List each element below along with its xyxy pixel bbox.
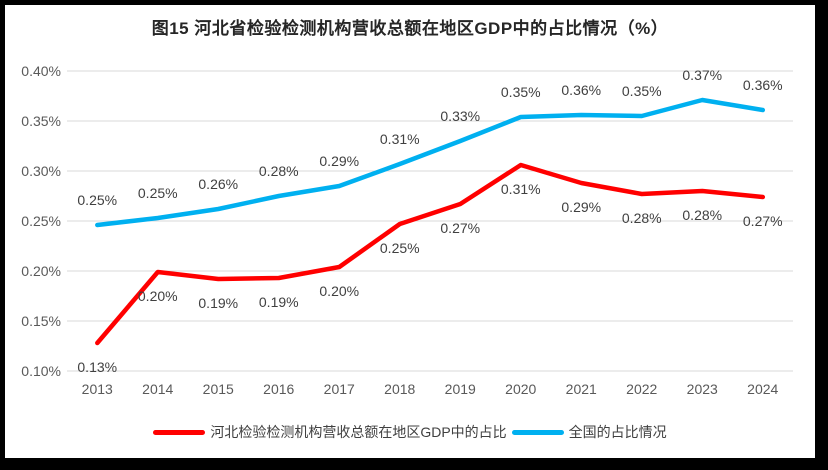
data-label-series-1: 0.37% bbox=[682, 67, 722, 83]
data-label-series-0: 0.20% bbox=[138, 288, 178, 304]
data-label-series-0: 0.19% bbox=[259, 294, 299, 310]
data-label-series-0: 0.25% bbox=[380, 240, 420, 256]
y-axis-tick-label: 0.35% bbox=[21, 113, 61, 129]
x-axis-tick-label: 2015 bbox=[203, 381, 234, 397]
data-label-series-0: 0.27% bbox=[743, 213, 783, 229]
y-axis-tick-label: 0.40% bbox=[21, 63, 61, 79]
data-label-series-0: 0.31% bbox=[501, 181, 541, 197]
y-axis-tick-label: 0.15% bbox=[21, 313, 61, 329]
chart-canvas: 图15 河北省检验检测机构营收总额在地区GDP中的占比情况（%） 0.40% 0.… bbox=[5, 5, 815, 458]
x-axis-tick-label: 2021 bbox=[566, 381, 597, 397]
data-label-series-0: 0.20% bbox=[319, 283, 359, 299]
y-axis-tick-label: 0.20% bbox=[21, 263, 61, 279]
series-line-0 bbox=[95, 162, 766, 346]
data-label-series-0: 0.28% bbox=[622, 210, 662, 226]
data-label-series-1: 0.31% bbox=[380, 131, 420, 147]
legend-item-hebei: 河北检验检测机构营收总额在地区GDP中的占比 bbox=[153, 422, 507, 442]
data-label-series-1: 0.28% bbox=[259, 163, 299, 179]
y-axis-tick-label: 0.10% bbox=[21, 363, 61, 379]
y-axis-tick-label: 0.30% bbox=[21, 163, 61, 179]
chart-title: 图15 河北省检验检测机构营收总额在地区GDP中的占比情况（%） bbox=[151, 19, 669, 38]
legend-label-hebei: 河北检验检测机构营收总额在地区GDP中的占比 bbox=[210, 424, 507, 440]
chart-plot-area: 0.40% 0.35% 0.30% 0.25% 0.20% 0.15% 0.10% 2013 2… bbox=[21, 63, 793, 397]
data-label-series-1: 0.26% bbox=[198, 176, 238, 192]
x-axis-tick-label: 2016 bbox=[263, 381, 294, 397]
data-label-series-1: 0.36% bbox=[743, 77, 783, 93]
legend-swatch-national-line bbox=[511, 429, 564, 435]
legend-label-national: 全国的占比情况 bbox=[568, 424, 667, 440]
data-label-series-1: 0.36% bbox=[561, 82, 601, 98]
legend-item-national: 全国的占比情况 bbox=[511, 422, 667, 442]
data-label-series-1: 0.29% bbox=[319, 153, 359, 169]
data-label-series-0: 0.29% bbox=[561, 199, 601, 215]
x-axis-tick-label: 2014 bbox=[142, 381, 173, 397]
x-axis-tick-label: 2013 bbox=[82, 381, 113, 397]
data-label-series-0: 0.19% bbox=[198, 295, 238, 311]
chart-legend: 河北检验检测机构营收总额在地区GDP中的占比 全国的占比情况 bbox=[5, 422, 815, 442]
data-label-series-0: 0.27% bbox=[440, 220, 480, 236]
x-axis-tick-label: 2018 bbox=[384, 381, 415, 397]
x-axis-tick-label: 2019 bbox=[445, 381, 476, 397]
x-axis-tick-label: 2022 bbox=[626, 381, 657, 397]
data-label-series-1: 0.35% bbox=[622, 83, 662, 99]
data-label-series-1: 0.25% bbox=[77, 192, 117, 208]
y-axis-tick-label: 0.25% bbox=[21, 213, 61, 229]
x-axis-tick-label: 2017 bbox=[324, 381, 355, 397]
x-axis-tick-label: 2020 bbox=[505, 381, 536, 397]
data-label-series-1: 0.33% bbox=[440, 108, 480, 124]
data-label-series-1: 0.25% bbox=[138, 185, 178, 201]
legend-swatch-hebei-line bbox=[153, 429, 206, 435]
x-axis-tick-label: 2023 bbox=[687, 381, 718, 397]
data-label-series-1: 0.35% bbox=[501, 84, 541, 100]
data-label-series-0: 0.13% bbox=[77, 359, 117, 375]
x-axis-tick-label: 2024 bbox=[747, 381, 778, 397]
data-label-series-0: 0.28% bbox=[682, 207, 722, 223]
series-line-1 bbox=[95, 97, 766, 228]
